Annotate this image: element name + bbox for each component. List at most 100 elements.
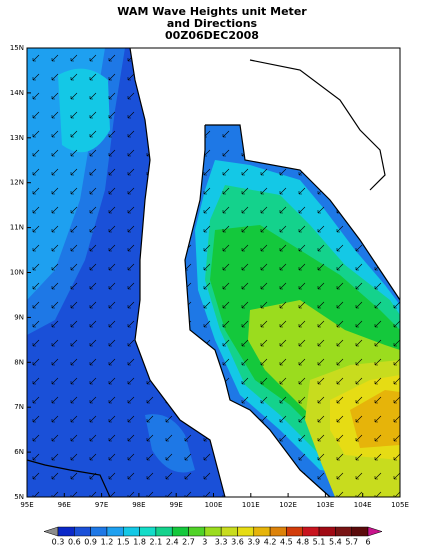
arrow <box>355 339 363 347</box>
arrow <box>317 263 325 271</box>
colorbar-label: 3 <box>202 538 207 547</box>
arrow <box>298 396 306 404</box>
arrow <box>127 396 135 404</box>
x-tick-label: 98E <box>132 501 145 509</box>
arrow <box>260 206 268 214</box>
colorbar-label: 4.2 <box>264 538 277 547</box>
colorbar-extend <box>367 526 383 537</box>
arrow <box>127 111 135 119</box>
arrow <box>355 149 363 157</box>
arrow <box>317 434 325 442</box>
arrow <box>165 149 173 157</box>
arrow <box>32 244 40 252</box>
x-tick-label: 101E <box>242 501 260 509</box>
arrow <box>241 320 249 328</box>
y-tick-label: 12N <box>10 179 24 187</box>
arrow <box>374 73 382 81</box>
arrow <box>260 73 268 81</box>
arrow <box>51 358 59 366</box>
arrow <box>165 320 173 328</box>
arrow <box>70 320 78 328</box>
arrow <box>298 415 306 423</box>
arrow <box>393 149 400 157</box>
arrow <box>393 92 400 100</box>
arrow <box>70 225 78 233</box>
arrow <box>32 111 40 119</box>
arrow <box>32 130 40 138</box>
arrow <box>127 225 135 233</box>
arrow <box>89 472 97 480</box>
arrow <box>393 168 400 176</box>
arrow <box>317 415 325 423</box>
arrow <box>165 244 173 252</box>
colorbar-box <box>74 526 91 537</box>
arrow <box>279 415 287 423</box>
arrow <box>146 358 154 366</box>
arrow <box>146 225 154 233</box>
arrow <box>393 396 400 404</box>
arrow <box>127 282 135 290</box>
arrow <box>279 472 287 480</box>
border <box>249 59 386 191</box>
colorbar-box <box>188 526 206 537</box>
map-subtitle: and Directions <box>167 17 258 30</box>
arrow <box>70 244 78 252</box>
arrow <box>89 301 97 309</box>
arrow <box>146 453 154 461</box>
arrow <box>241 225 249 233</box>
arrow <box>70 263 78 271</box>
x-tick-label: 95E <box>20 501 33 509</box>
arrow <box>260 263 268 271</box>
arrow <box>298 434 306 442</box>
arrow <box>165 130 173 138</box>
arrow <box>393 130 400 138</box>
arrow <box>184 358 192 366</box>
arrow <box>89 282 97 290</box>
arrow <box>317 244 325 252</box>
arrow <box>70 453 78 461</box>
arrow <box>70 358 78 366</box>
arrow <box>51 415 59 423</box>
arrow <box>70 130 78 138</box>
arrow <box>222 111 230 119</box>
arrow <box>51 206 59 214</box>
arrow <box>165 415 173 423</box>
arrow <box>32 396 40 404</box>
arrow <box>32 263 40 271</box>
arrow <box>374 301 382 309</box>
arrow <box>51 187 59 195</box>
arrow <box>146 244 154 252</box>
arrow <box>222 453 230 461</box>
arrow <box>374 415 382 423</box>
axes: 95E 96E 97E 98E 99E 100E 101E 102E 103E 104E 105E 5… <box>10 44 409 509</box>
arrow <box>317 206 325 214</box>
arrow <box>260 149 268 157</box>
colorbar-box <box>204 526 222 537</box>
arrow <box>222 320 230 328</box>
arrow <box>222 282 230 290</box>
arrow <box>70 415 78 423</box>
arrow <box>393 358 400 366</box>
arrow <box>51 263 59 271</box>
arrow <box>241 434 249 442</box>
arrow <box>146 187 154 195</box>
arrow <box>317 377 325 385</box>
arrow <box>70 206 78 214</box>
arrow <box>241 339 249 347</box>
arrow <box>203 320 211 328</box>
arrow <box>203 358 211 366</box>
arrow <box>317 339 325 347</box>
coastline <box>184 125 331 498</box>
arrow <box>32 54 40 62</box>
arrow <box>184 73 192 81</box>
colorbar-label: 2.7 <box>182 538 195 547</box>
arrow <box>298 111 306 119</box>
arrow <box>393 339 400 347</box>
x-tick-label: 97E <box>95 501 108 509</box>
colorbar-box <box>123 526 140 537</box>
arrow <box>317 92 325 100</box>
arrow <box>279 111 287 119</box>
arrow <box>146 434 154 442</box>
arrow <box>241 168 249 176</box>
arrow <box>203 453 211 461</box>
